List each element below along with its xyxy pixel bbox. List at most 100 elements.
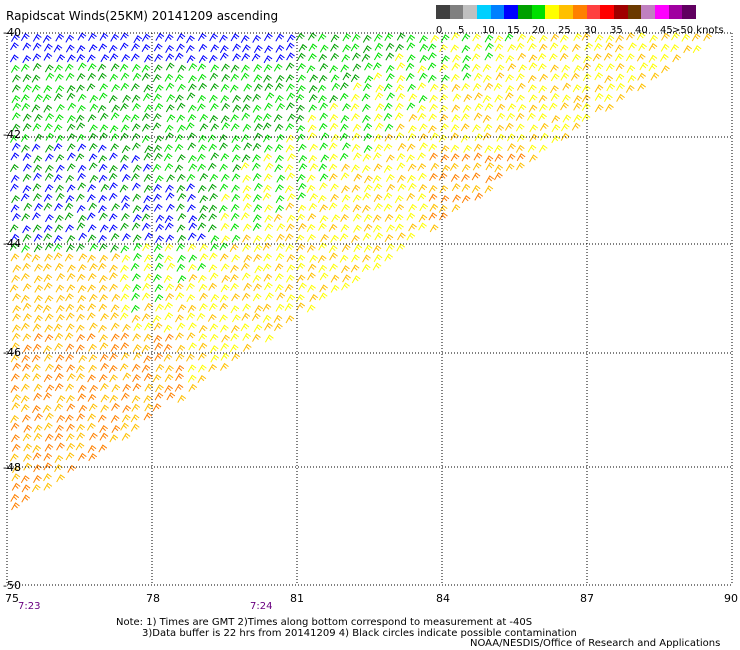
wind-barb: [33, 193, 42, 202]
wind-barb: [55, 184, 64, 193]
wind-barb: [130, 414, 140, 423]
wind-barb: [23, 424, 33, 433]
wind-barb: [45, 72, 55, 81]
wind-barb: [43, 473, 52, 482]
wind-barb: [262, 113, 272, 122]
wind-barb: [176, 263, 186, 272]
wind-barb: [132, 284, 142, 292]
wind-barb: [66, 423, 75, 432]
wind-barb: [396, 62, 406, 71]
wind-barb: [143, 254, 153, 263]
lon-tick-75: 75: [5, 592, 19, 605]
wind-barb: [285, 202, 295, 211]
wind-barb: [110, 143, 119, 152]
wind-barb: [319, 44, 329, 53]
wind-barb: [99, 334, 108, 343]
wind-barb: [263, 55, 273, 64]
wind-barb: [581, 113, 591, 122]
wind-barb: [198, 82, 207, 91]
wind-barb: [165, 132, 174, 141]
wind-barb: [439, 185, 449, 194]
wind-barb: [317, 195, 327, 204]
wind-barb: [648, 63, 658, 72]
wind-barb: [418, 184, 428, 192]
wind-barb: [495, 124, 504, 133]
wind-barb: [45, 214, 54, 223]
wind-barb: [461, 82, 471, 91]
wind-barb: [186, 92, 196, 101]
wind-barb: [429, 103, 438, 112]
wind-barb: [11, 332, 21, 341]
wind-barb: [64, 253, 74, 262]
wind-barb: [99, 342, 109, 351]
wind-barb: [307, 132, 317, 141]
wind-barb: [77, 263, 87, 272]
wind-barb: [604, 42, 614, 51]
wind-barb: [397, 232, 406, 241]
wind-barb: [616, 93, 625, 102]
wind-barb: [43, 422, 53, 431]
wind-barb: [518, 64, 527, 73]
wind-barb: [87, 114, 97, 123]
wind-barb: [385, 73, 395, 82]
wind-barb: [373, 33, 383, 42]
wind-barb: [353, 152, 362, 161]
wind-barb: [396, 153, 406, 161]
wind-barb: [31, 104, 41, 113]
wind-barb: [164, 222, 174, 231]
wind-barb: [22, 113, 32, 122]
wind-barb: [352, 204, 362, 213]
wind-barb: [65, 195, 75, 204]
wind-barb: [98, 324, 107, 333]
wind-barb: [615, 34, 624, 43]
wind-barb: [10, 354, 20, 363]
wind-barb: [164, 144, 173, 153]
wind-barb: [472, 83, 482, 92]
wind-barb: [109, 182, 118, 191]
wind-barb: [142, 163, 152, 172]
wind-barb: [199, 195, 209, 204]
wind-barb: [188, 75, 197, 84]
wind-barb: [165, 44, 174, 53]
wind-barb: [339, 132, 349, 141]
wind-barb: [427, 43, 437, 52]
lat-tick-44: -44: [3, 237, 21, 250]
wind-barb: [143, 263, 153, 272]
wind-barb: [351, 93, 360, 102]
wind-barb: [144, 322, 153, 331]
wind-barb: [31, 363, 41, 372]
wind-barb: [20, 294, 30, 303]
wind-barb: [34, 304, 43, 313]
wind-barb: [438, 172, 448, 181]
wind-barb: [450, 132, 460, 141]
wind-barb: [375, 84, 385, 93]
wind-barb: [275, 33, 285, 42]
wind-barb: [87, 374, 96, 383]
wind-barb: [97, 63, 107, 72]
wind-barb: [44, 443, 54, 452]
wind-barb: [515, 112, 525, 121]
wind-barb: [395, 123, 405, 132]
wind-barb: [373, 72, 383, 81]
wind-barb: [221, 193, 230, 202]
wind-barb: [10, 493, 20, 502]
wind-barb: [43, 85, 53, 94]
wind-barb: [275, 233, 285, 242]
wind-barb: [10, 174, 20, 183]
wind-barb: [55, 354, 65, 363]
wind-barb: [451, 114, 461, 123]
wind-barb: [538, 144, 548, 153]
wind-barb: [295, 32, 305, 41]
wind-barb: [583, 55, 592, 64]
wind-barb: [397, 142, 407, 151]
legend-label: 10: [482, 25, 495, 36]
wind-barb: [152, 74, 162, 83]
wind-barb: [383, 112, 393, 121]
wind-barb: [97, 262, 107, 271]
wind-barb: [504, 33, 514, 42]
wind-barb: [374, 143, 384, 152]
wind-barb: [549, 42, 559, 51]
wind-barb: [373, 163, 383, 172]
wind-barb: [538, 34, 548, 43]
wind-barb: [681, 33, 691, 42]
